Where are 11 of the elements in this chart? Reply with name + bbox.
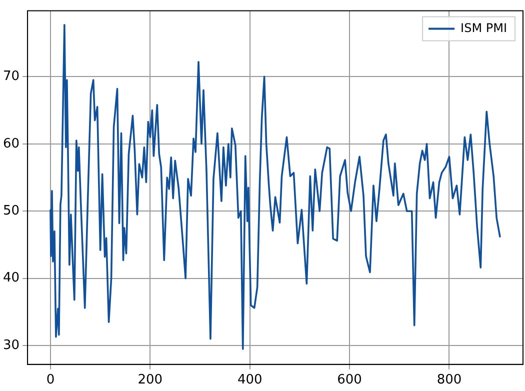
- x-tick-label: 600: [337, 372, 362, 388]
- y-tick-label: 40: [2, 270, 20, 286]
- x-tick-label: 800: [436, 372, 462, 388]
- x-tick-label: 200: [138, 372, 163, 388]
- x-tick-label: 400: [237, 372, 262, 388]
- y-tick-label: 30: [2, 338, 20, 353]
- y-tick-label: 50: [2, 204, 20, 219]
- y-tick-label: 60: [2, 136, 20, 152]
- y-tick-label: 70: [2, 69, 20, 84]
- legend-label: ISM PMI: [460, 20, 507, 35]
- x-tick-label: 0: [46, 372, 55, 388]
